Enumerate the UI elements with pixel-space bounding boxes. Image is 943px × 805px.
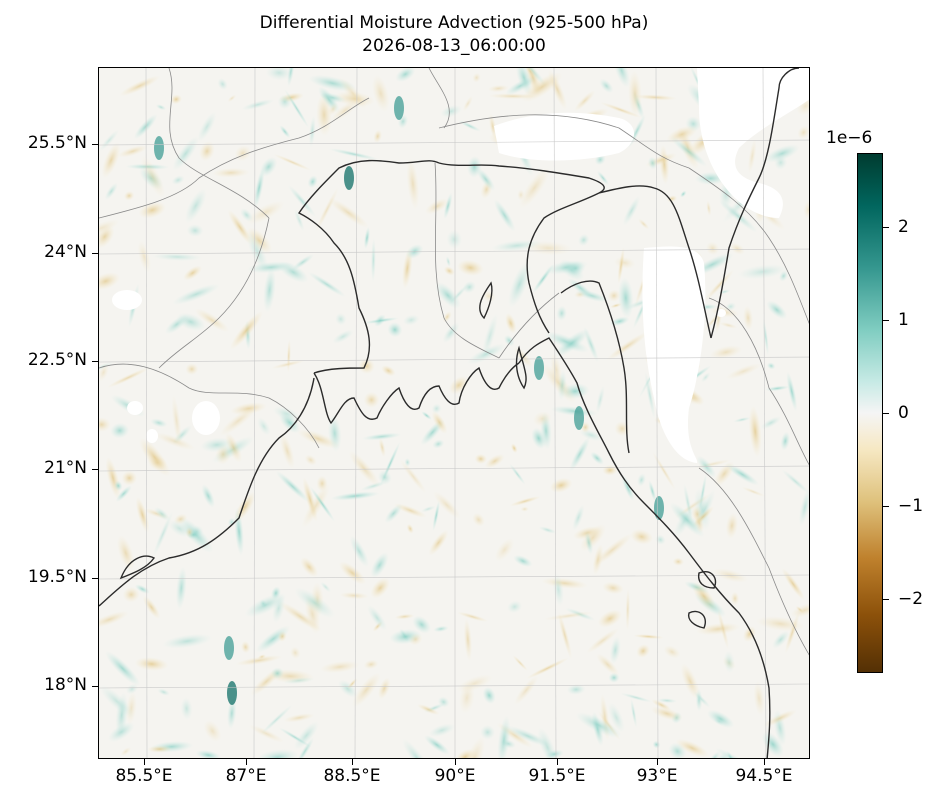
colorbar-tick <box>883 413 889 414</box>
longitude-label: 93°E <box>636 766 678 786</box>
map-panel <box>98 67 810 759</box>
colorbar-tick-label: −2 <box>898 588 924 609</box>
admin-borders <box>99 68 809 656</box>
coastline-and-country-borders <box>99 68 800 758</box>
longitude-label: 88.5°E <box>323 766 381 786</box>
latitude-tick <box>92 578 98 579</box>
map-canvas <box>99 68 809 758</box>
colorbar-tick <box>883 227 889 229</box>
longitude-tick <box>657 759 658 765</box>
longitude-tick <box>246 759 247 765</box>
latitude-label: 18°N <box>44 675 87 695</box>
latitude-label: 24°N <box>44 242 87 262</box>
longitude-label: 85.5°E <box>115 766 173 786</box>
latitude-label: 21°N <box>44 458 87 478</box>
colorbar-tick-label: 2 <box>898 217 909 238</box>
longitude-label: 91.5°E <box>528 766 586 786</box>
longitude-tick <box>764 759 765 765</box>
longitude-label: 90°E <box>434 766 476 786</box>
longitude-label: 94.5°E <box>735 766 793 786</box>
latitude-tick <box>92 361 98 362</box>
latitude-label: 19.5°N <box>27 567 87 587</box>
colorbar-exponent: 1e−6 <box>826 128 873 148</box>
longitude-tick <box>557 759 558 765</box>
colorbar-tick-label: 0 <box>898 403 909 423</box>
latitude-label: 22.5°N <box>27 350 87 370</box>
colorbar-tick-label: 1 <box>898 310 909 331</box>
colorbar-tick <box>883 505 889 507</box>
latitude-tick <box>92 144 98 145</box>
latitude-tick <box>92 469 98 470</box>
latitude-label: 25.5°N <box>27 133 87 153</box>
longitude-label: 87°E <box>225 766 267 786</box>
longitude-tick <box>455 759 456 765</box>
longitude-tick <box>352 759 353 765</box>
colorbar-tick <box>883 320 889 322</box>
map-gridlines <box>99 68 809 758</box>
latitude-tick <box>92 686 98 687</box>
map-title: Differential Moisture Advection (925-500… <box>259 13 649 33</box>
map-subtitle: 2026-08-13_06:00:00 <box>362 36 546 56</box>
colorbar <box>857 153 883 673</box>
colorbar-tick <box>883 598 889 600</box>
missing-data-mask <box>112 68 809 463</box>
longitude-tick <box>144 759 145 765</box>
colorbar-tick-label: −1 <box>898 495 924 516</box>
latitude-tick <box>92 253 98 254</box>
advection-field <box>99 68 809 758</box>
